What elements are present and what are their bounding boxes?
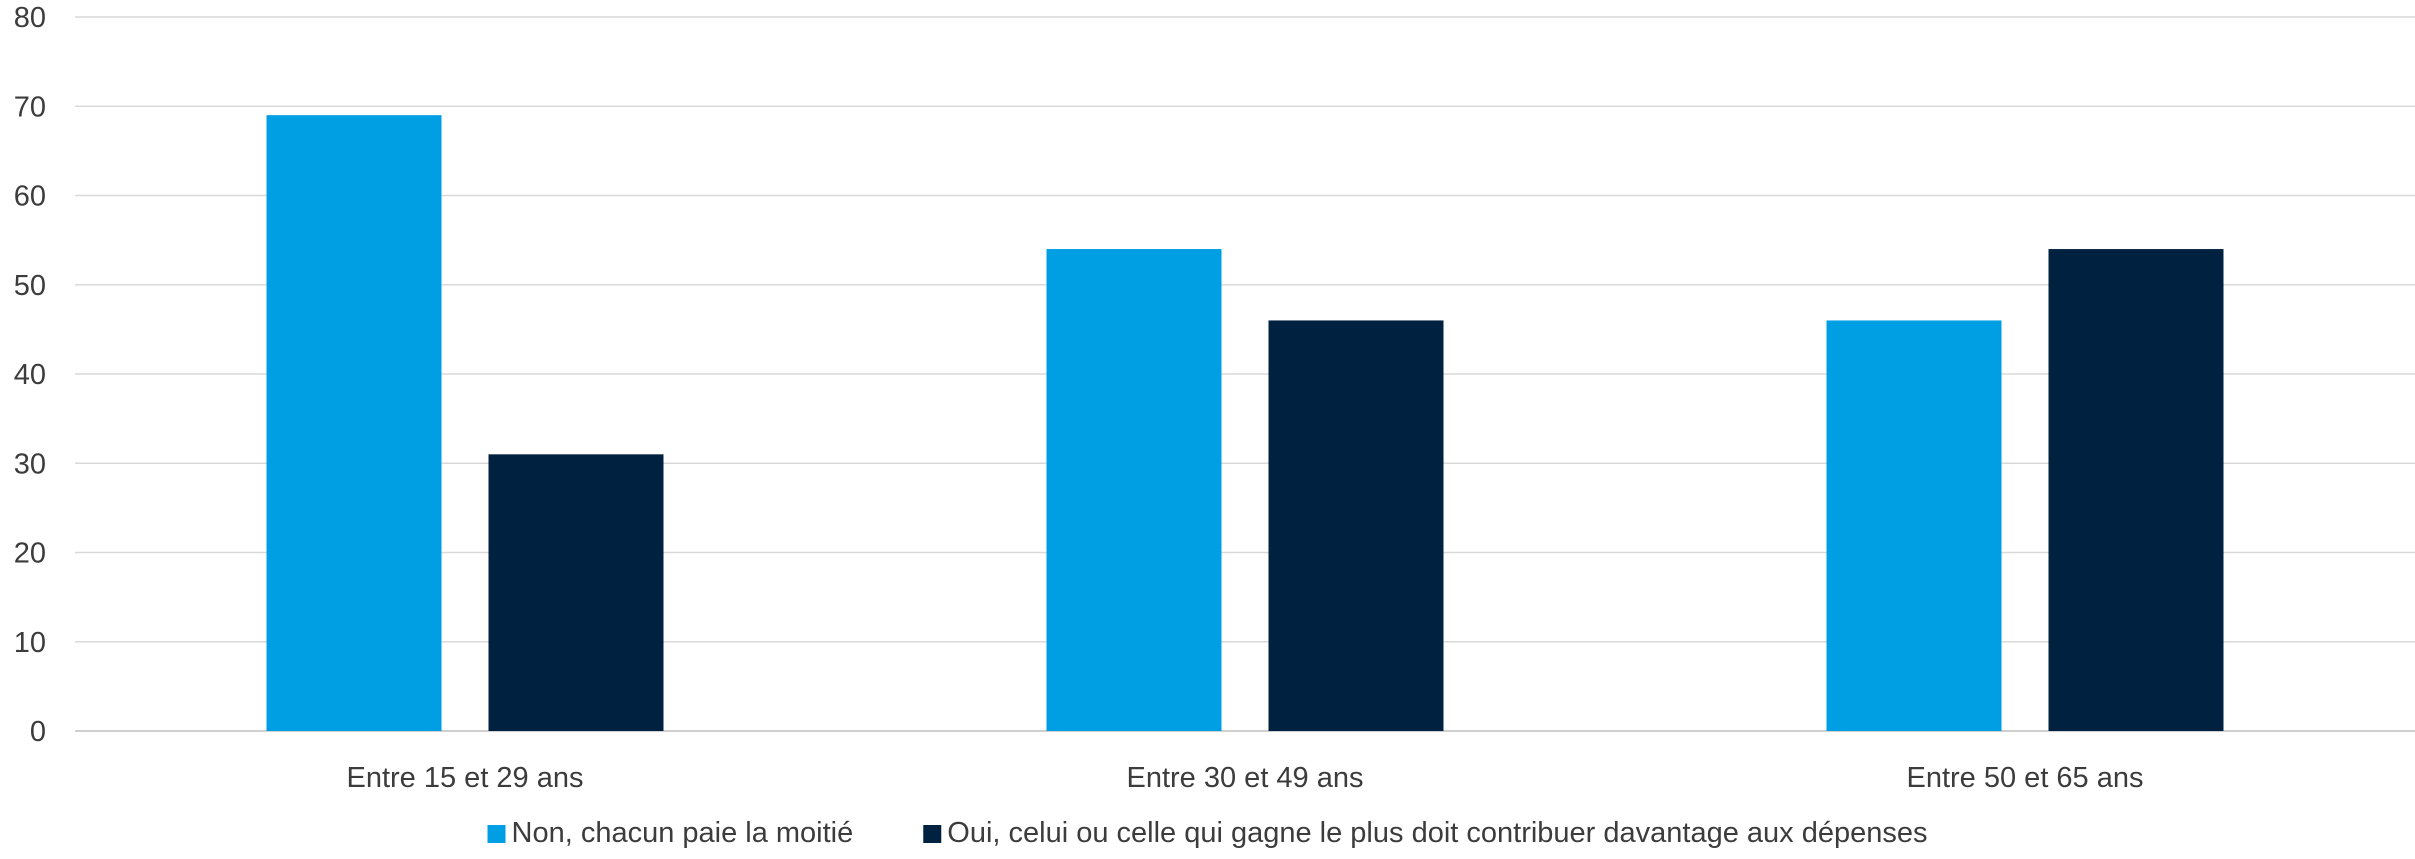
legend-swatch <box>487 825 506 843</box>
x-category-label: Entre 30 et 49 ans <box>1127 762 1364 794</box>
grid-lines <box>75 16 2415 732</box>
legend-label: Oui, celui ou celle qui gagne le plus do… <box>947 817 1927 849</box>
y-tick-label: 50 <box>14 270 46 302</box>
x-category-label: Entre 15 et 29 ans <box>347 762 584 794</box>
legend-item-2: Oui, celui ou celle qui gagne le plus do… <box>923 817 1928 849</box>
bar-non-3 <box>1826 320 2002 731</box>
x-category-label: Entre 50 et 65 ans <box>1907 762 2144 794</box>
y-tick-label: 30 <box>14 448 46 480</box>
bar-non-2 <box>1046 249 1222 732</box>
x-axis-categories: Entre 15 et 29 ans Entre 30 et 49 ans Entr… <box>347 762 2144 794</box>
bar-oui-1 <box>488 454 664 731</box>
y-tick-label: 70 <box>14 91 46 123</box>
legend-item-1: Non, chacun paie la moitié <box>487 817 854 849</box>
legend: Non, chacun paie la moitié Oui, celui ou … <box>487 817 1928 849</box>
legend-label: Non, chacun paie la moitié <box>512 817 854 849</box>
y-tick-label: 10 <box>14 627 46 659</box>
y-tick-label: 0 <box>30 716 46 748</box>
y-axis-ticks: 0 10 20 30 40 50 60 70 80 <box>14 2 46 748</box>
y-tick-label: 60 <box>14 181 46 213</box>
bar-oui-2 <box>1268 320 1444 731</box>
bars <box>266 115 2224 732</box>
legend-swatch <box>923 825 942 843</box>
y-tick-label: 20 <box>14 538 46 570</box>
y-tick-label: 80 <box>14 2 46 34</box>
y-tick-label: 40 <box>14 359 46 391</box>
bar-oui-3 <box>2048 249 2224 732</box>
bar-non-1 <box>266 115 442 732</box>
